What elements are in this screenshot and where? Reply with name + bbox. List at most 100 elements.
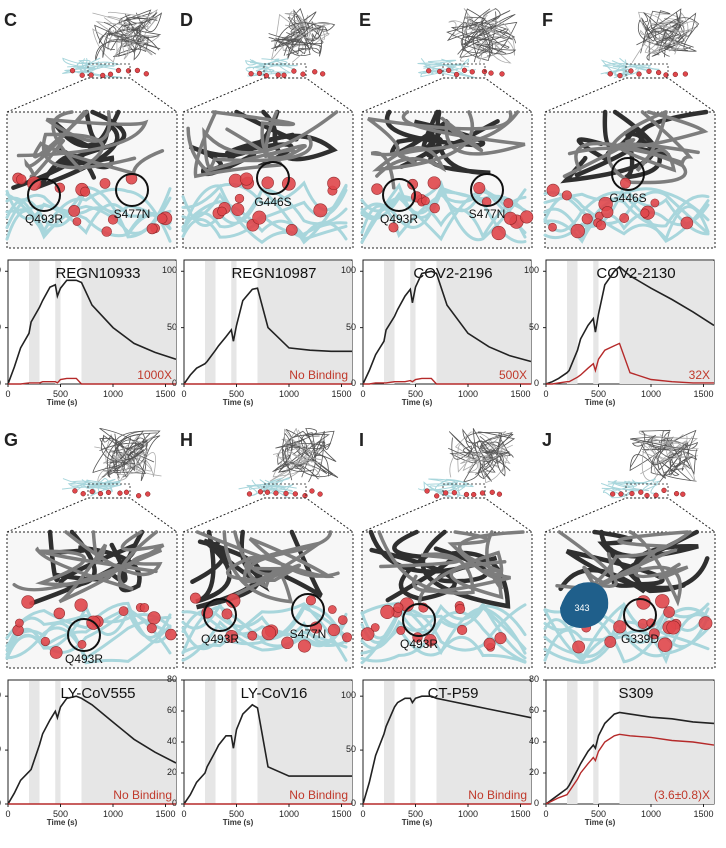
x-tick-label: 0 <box>5 389 10 399</box>
x-tick-label: 1000 <box>641 809 661 819</box>
binding-trace-wildtype <box>545 265 715 385</box>
x-tick-label: 1000 <box>103 389 123 399</box>
mutation-label: S477N <box>290 627 327 641</box>
y-tick-label: 0 <box>171 798 177 808</box>
y-tick-label: 0 <box>533 798 539 808</box>
antibody-name: CT-P59 <box>428 685 479 702</box>
x-axis-label: Time (s) <box>585 398 616 407</box>
panel-letter: D <box>180 10 193 30</box>
fold-change-annotation: 1000X <box>137 368 172 382</box>
y-tick-label: 60 <box>166 705 177 715</box>
zoomed-interface-structure: G446S <box>543 77 716 249</box>
binding-trace-wildtype <box>545 711 715 805</box>
zoomed-interface-structure: G446S <box>181 77 354 249</box>
x-tick-label: 500 <box>53 809 68 819</box>
zoomed-interface-structure: Q493R S477N <box>181 497 354 669</box>
y-tick-label: 50 <box>345 744 356 755</box>
y-tick-label: 50 <box>0 322 1 332</box>
binding-trace-wildtype <box>7 279 177 385</box>
y-tick-label: 40 <box>528 736 539 746</box>
mutation-label: S477N <box>469 207 506 221</box>
y-tick-label: 20 <box>166 767 177 777</box>
binding-trace-wildtype <box>7 695 177 805</box>
fold-change-annotation: No Binding <box>289 788 348 802</box>
x-tick-label: 1000 <box>458 809 478 819</box>
y-tick-label: 50 <box>345 321 356 332</box>
x-tick-label: 500 <box>229 389 244 399</box>
y-tick-label: 100 <box>340 690 356 701</box>
zoomed-interface-structure: Q493R S477N <box>360 77 534 249</box>
binding-trace-mutant <box>546 342 714 385</box>
panel-letter: F <box>542 10 553 30</box>
panel-letter: J <box>542 430 553 450</box>
x-tick-label: 1000 <box>641 389 661 399</box>
y-tick-label: 20 <box>528 767 539 777</box>
x-axis-label: Time (s) <box>223 398 254 407</box>
x-tick-label: 1500 <box>510 389 530 399</box>
panel-i: I Q493R CT-P59 No Binding 0 500 1000 1500 Time (… <box>341 428 537 848</box>
x-tick-label: 0 <box>360 809 365 819</box>
antibody-name: REGN10987 <box>231 265 316 282</box>
zoomed-interface-structure: Q493R <box>5 497 178 669</box>
mutation-label: Q493R <box>380 212 418 226</box>
mutation-label: Q493R <box>25 212 63 226</box>
y-tick-label: 80 <box>166 674 177 684</box>
panel-g: G Q493R LY-CoV555 No Binding 0 500 1000 1500 Tim… <box>0 428 182 848</box>
mutation-label: G446S <box>609 191 646 205</box>
x-axis-label: Time (s) <box>47 398 78 407</box>
x-tick-label: 1500 <box>693 809 713 819</box>
panel-e: E Q493R S477N COV2-2196 500X 0 500 1000 1500 Time… <box>341 8 537 428</box>
complex-overview-structure <box>238 428 339 499</box>
antibody-name: LY-CoV555 <box>60 685 135 702</box>
antibody-name: REGN10933 <box>55 265 140 282</box>
x-tick-label: 1000 <box>103 809 123 819</box>
y-tick-label: 0 <box>171 378 177 388</box>
fold-change-annotation: No Binding <box>113 788 172 802</box>
mutation-label: G339D <box>621 632 659 646</box>
binding-trace-mutant <box>545 733 715 805</box>
zoomed-interface-structure: 343 G339D <box>543 497 716 669</box>
x-tick-label: 1000 <box>279 389 299 399</box>
x-tick-label: 1500 <box>331 809 351 819</box>
panel-c: C Q493R S477N REGN10933 1000X 0 500 1000 1500 Tim… <box>0 8 182 428</box>
complex-overview-structure <box>600 8 700 79</box>
binding-trace-wildtype <box>183 287 352 385</box>
y-tick-label: 0 <box>350 798 356 808</box>
binding-kinetics-chart: COV2-2196 500X 0 500 1000 1500 Time (s) <box>360 259 532 407</box>
mutation-label: G446S <box>254 195 291 209</box>
complex-overview-structure <box>62 9 163 79</box>
x-tick-label: 500 <box>229 809 244 819</box>
x-tick-label: 1500 <box>155 389 175 399</box>
panel-j: J 343 G339D S309 (3.6±0.8)X 0 500 1000 1500 Time … <box>529 428 720 848</box>
complex-overview-structure <box>61 428 162 499</box>
panel-letter: E <box>359 10 372 30</box>
mutation-label: Q493R <box>201 632 239 646</box>
panel-letter: H <box>180 430 193 450</box>
y-tick-label: 0 <box>0 378 1 388</box>
x-tick-label: 500 <box>408 809 423 819</box>
binding-kinetics-chart: S309 (3.6±0.8)X 0 500 1000 1500 Time (s) <box>543 679 715 827</box>
complex-overview-structure <box>244 8 336 79</box>
binding-kinetics-chart: CT-P59 No Binding 0 500 1000 1500 Time (s) <box>360 679 532 827</box>
x-tick-label: 1500 <box>510 809 530 819</box>
x-tick-label: 0 <box>181 389 186 399</box>
x-tick-label: 1500 <box>331 389 351 399</box>
binding-trace-wildtype <box>362 270 532 385</box>
zoomed-interface-structure: Q493R S477N <box>5 77 178 249</box>
panel-letter: G <box>4 430 19 450</box>
fold-change-annotation: No Binding <box>289 368 348 382</box>
x-axis-label: Time (s) <box>585 818 616 827</box>
complex-overview-structure <box>600 429 699 499</box>
panel-f: F G446S COV2-2130 32X 0 500 1000 1500 Time (s) 0 5… <box>524 8 720 428</box>
fold-change-annotation: 500X <box>499 368 527 382</box>
antibody-name: COV2-2196 <box>413 265 492 282</box>
y-tick-label: 0 <box>350 378 356 388</box>
x-axis-label: Time (s) <box>402 398 433 407</box>
x-tick-label: 500 <box>591 389 606 399</box>
fold-change-annotation: (3.6±0.8)X <box>654 788 710 802</box>
y-tick-label: 0 <box>0 798 1 808</box>
y-tick-label: 100 <box>523 265 539 276</box>
x-tick-label: 0 <box>543 809 548 819</box>
